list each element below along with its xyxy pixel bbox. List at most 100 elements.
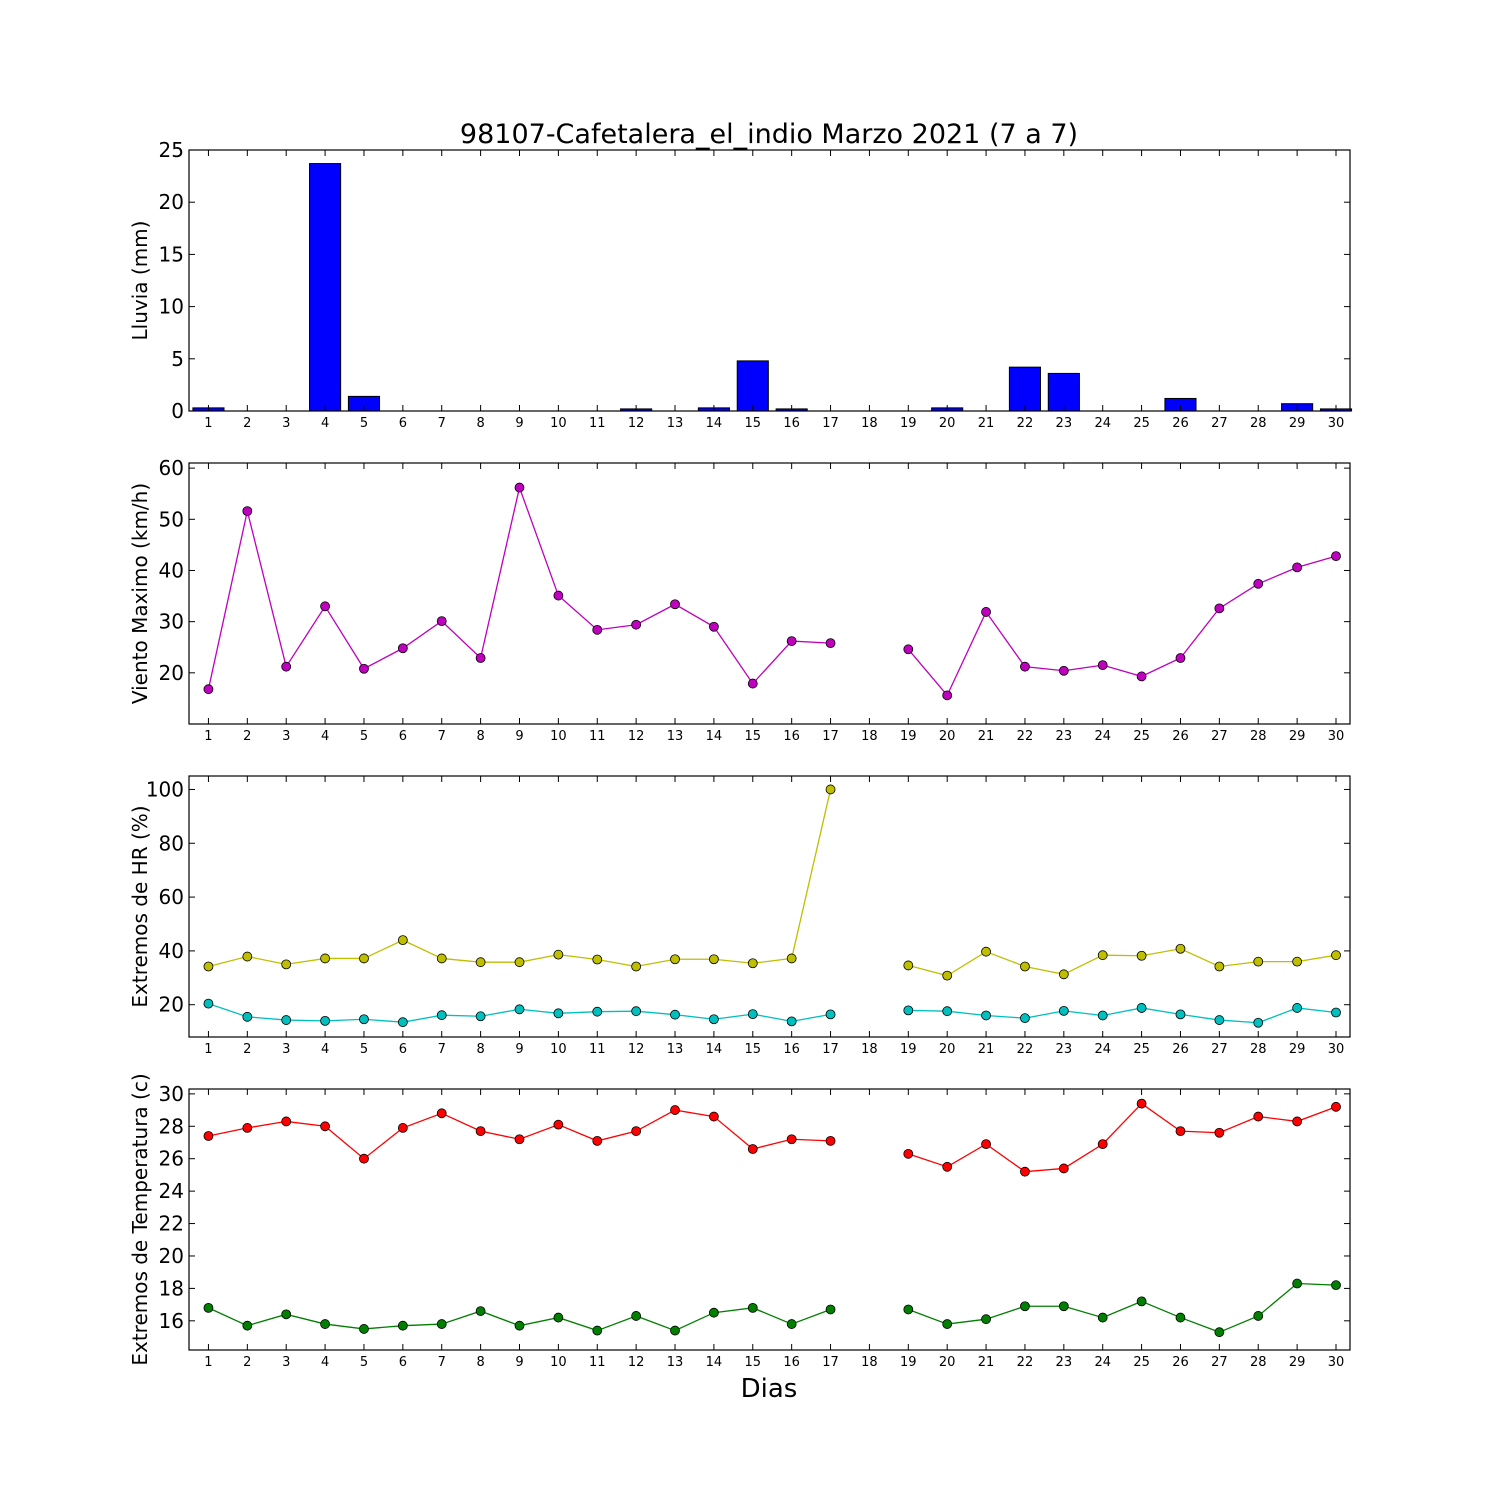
wind-xtick-label: 12 <box>628 729 645 744</box>
rain-xtick-label: 1 <box>204 416 212 431</box>
hr-series-2-point-23 <box>1058 1006 1069 1016</box>
hr-xtick-label: 7 <box>438 1042 446 1057</box>
hr-xtick-label: 17 <box>822 1042 839 1057</box>
hr-series-2-point-29 <box>1292 1003 1303 1013</box>
temp-ytick-label: 26 <box>159 1147 184 1171</box>
hr-series-1-point-3 <box>281 959 292 970</box>
temp-series-1-point-19 <box>903 1148 914 1159</box>
temp-series-2-point-25 <box>1136 1296 1147 1307</box>
hr-series-1-point-27 <box>1214 961 1225 972</box>
hr-ytick-label: 100 <box>146 777 184 801</box>
hr-series-2-point-3 <box>281 1015 292 1025</box>
rain-xtick-label: 22 <box>1017 416 1034 431</box>
hr-xtick-label: 13 <box>667 1042 684 1057</box>
temp-xtick-label: 28 <box>1250 1355 1267 1370</box>
hr-xtick-label: 25 <box>1133 1042 1150 1057</box>
temp-ytick-label: 24 <box>159 1179 184 1203</box>
wind-xtick-label: 7 <box>438 729 446 744</box>
hr-ytick-label: 80 <box>159 831 184 855</box>
temp-series-2-point-20 <box>942 1319 953 1329</box>
wind-xtick-label: 19 <box>900 729 917 744</box>
hr-series-1-line <box>908 948 1337 977</box>
wind-series-1-point-8 <box>475 653 486 663</box>
wind-xtick-label: 18 <box>861 729 878 744</box>
temp-xtick-label: 27 <box>1211 1355 1228 1370</box>
temp-series-2-point-15 <box>747 1302 758 1313</box>
temp-series-2-point-5 <box>359 1324 369 1334</box>
wind-xtick-label: 16 <box>783 729 800 744</box>
wind-frame <box>188 462 1351 725</box>
temp-series-2-point-28 <box>1253 1311 1264 1321</box>
temp-series-1-point-3 <box>281 1116 292 1127</box>
hr-ytick-label: 20 <box>159 993 184 1017</box>
wind-xtick-label: 27 <box>1211 729 1228 744</box>
temp-xtick-label: 8 <box>476 1355 484 1370</box>
temp-series-2-point-14 <box>709 1307 719 1318</box>
hr-xtick-label: 28 <box>1250 1042 1267 1057</box>
rain-bar-23 <box>1047 372 1080 412</box>
hr-series-2-point-1 <box>203 998 214 1009</box>
hr-series-1-point-4 <box>320 953 330 964</box>
rain-xtick-label: 13 <box>667 416 684 431</box>
temp-xtick-label: 9 <box>515 1355 523 1370</box>
temp-xtick-label: 20 <box>939 1355 956 1370</box>
hr-series-2-point-10 <box>553 1008 564 1019</box>
hr-xtick-label: 14 <box>706 1042 723 1057</box>
temp-series-1-point-2 <box>242 1123 253 1133</box>
hr-series-1-point-28 <box>1253 956 1264 967</box>
temp-xtick-label: 24 <box>1094 1355 1111 1370</box>
hr-xtick-label: 15 <box>745 1042 762 1057</box>
rain-xtick-label: 7 <box>438 416 446 431</box>
temp-series-2-point-4 <box>320 1319 330 1329</box>
hr-series-2-point-24 <box>1097 1010 1108 1021</box>
hr-series-2-point-15 <box>747 1009 758 1020</box>
hr-y-axis-label: Extremos de HR (%) <box>128 805 152 1007</box>
wind-xtick-label: 9 <box>515 729 523 744</box>
wind-xtick-label: 4 <box>321 729 329 744</box>
hr-xtick-label: 4 <box>321 1042 329 1057</box>
temp-series-1-point-14 <box>709 1111 719 1122</box>
temp-ytick-label: 28 <box>159 1114 184 1138</box>
wind-xtick-label: 15 <box>745 729 762 744</box>
temp-series-1-point-30 <box>1331 1101 1341 1112</box>
wind-xtick-label: 29 <box>1289 729 1306 744</box>
rain-xtick-label: 2 <box>243 416 251 431</box>
wind-xtick-label: 10 <box>550 729 567 744</box>
temp-series-1-point-28 <box>1253 1111 1264 1122</box>
rain-xtick-label: 6 <box>399 416 407 431</box>
temp-series-2-point-22 <box>1020 1301 1030 1312</box>
temp-xtick-label: 23 <box>1056 1355 1073 1370</box>
hr-series-1-point-10 <box>553 949 564 960</box>
temp-xtick-label: 11 <box>589 1355 606 1370</box>
temp-series-1-line <box>908 1102 1337 1173</box>
wind-xtick-label: 20 <box>939 729 956 744</box>
rain-ytick-label: 0 <box>171 399 184 423</box>
wind-series-1-point-30 <box>1331 551 1341 562</box>
wind-series-1-line <box>207 485 831 690</box>
rain-xtick-label: 30 <box>1328 416 1345 431</box>
temp-series-2-point-11 <box>592 1325 603 1336</box>
temp-series-1-point-25 <box>1136 1098 1147 1109</box>
wind-series-1-point-6 <box>397 643 408 654</box>
temp-series-2-point-8 <box>475 1306 486 1316</box>
hr-series-2-point-2 <box>242 1011 253 1022</box>
rain-bar-22 <box>1008 366 1042 412</box>
wind-ytick-label: 20 <box>159 661 184 685</box>
rain-y-axis-label: Lluvia (mm) <box>128 221 152 341</box>
rain-xtick-label: 3 <box>282 416 290 431</box>
rain-xtick-label: 10 <box>550 416 567 431</box>
temp-series-2-point-3 <box>281 1309 292 1320</box>
temp-series-2-point-10 <box>553 1312 564 1323</box>
chart-title: 98107-Cafetalera_el_indio Marzo 2021 (7 … <box>460 119 1078 150</box>
hr-series-2-line <box>908 1007 1337 1024</box>
temp-xtick-label: 1 <box>204 1355 212 1370</box>
temp-series-2-point-19 <box>903 1304 914 1315</box>
temp-series-1-point-10 <box>553 1119 564 1130</box>
hr-series-2-point-26 <box>1175 1009 1186 1020</box>
wind-xtick-label: 24 <box>1094 729 1111 744</box>
rain-xtick-label: 8 <box>476 416 484 431</box>
wind-xtick-label: 26 <box>1172 729 1189 744</box>
